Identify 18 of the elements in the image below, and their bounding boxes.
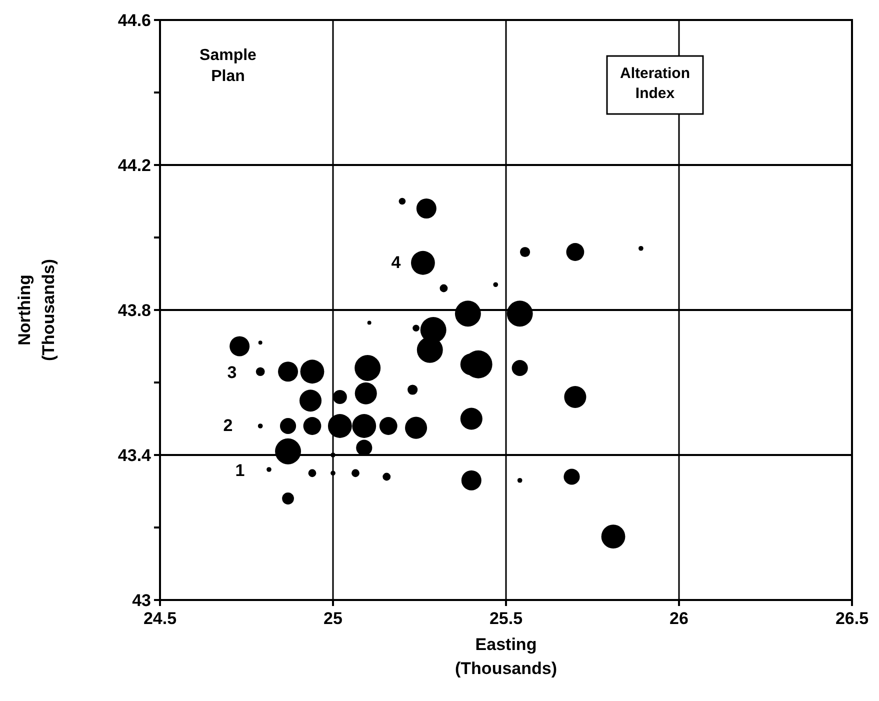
x-tick-label: 25 [324, 609, 342, 628]
annotation: 1 [235, 461, 245, 480]
x-tick-label: 26.5 [835, 609, 869, 628]
x-tick-label: 25.5 [489, 609, 523, 628]
annotation: 3 [227, 363, 237, 382]
x-tick-label: 26 [670, 609, 688, 628]
y-tick-label: 44.2 [118, 156, 151, 175]
y-tick-label: 43.8 [118, 301, 151, 320]
y-tick-label: 43.4 [118, 446, 152, 465]
x-axis-title: Easting (Thousands) [455, 635, 557, 678]
legend-title: Alteration Index [620, 65, 690, 102]
x-tick-label: 24.5 [143, 609, 177, 628]
y-tick-label: 43 [132, 591, 151, 610]
y-tick-label: 44.6 [118, 11, 151, 30]
y-axis-title: Northing (Thousands) [15, 259, 58, 361]
text: Sample Plan [200, 47, 257, 85]
annotation: 4 [391, 253, 402, 272]
annotation: 2 [223, 416, 233, 435]
